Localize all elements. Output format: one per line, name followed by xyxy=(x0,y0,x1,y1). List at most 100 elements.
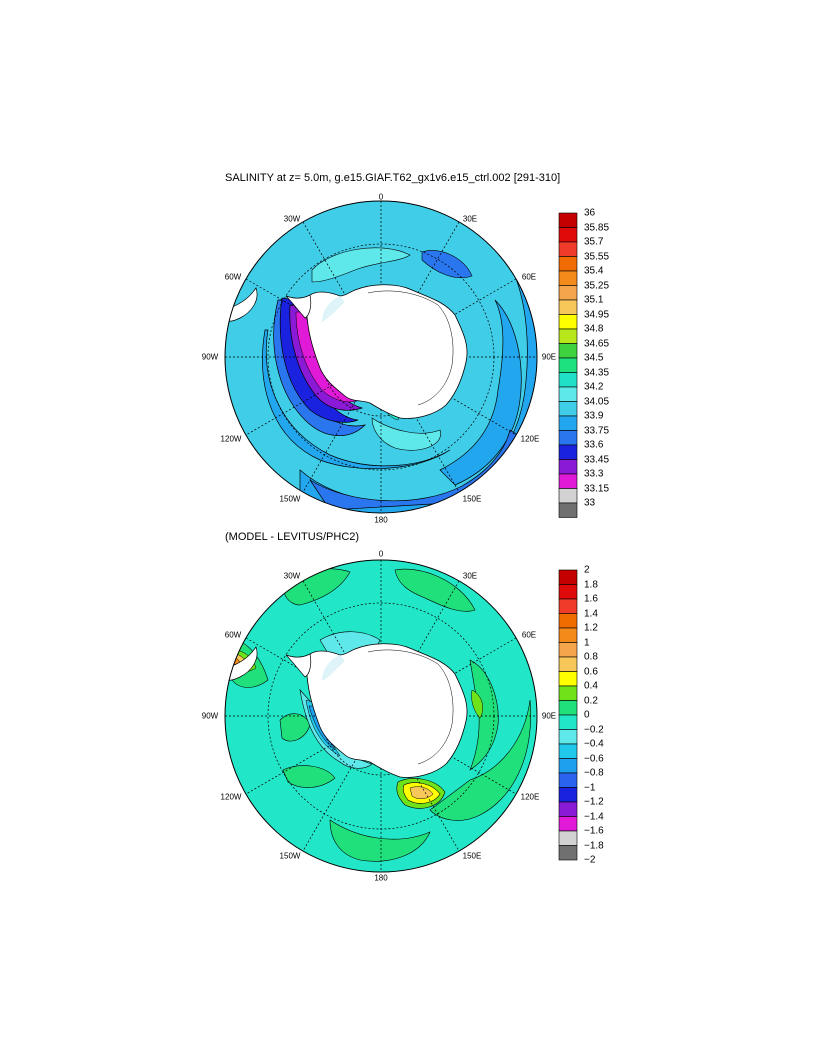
difference-colorbar-box-5 xyxy=(558,642,578,658)
salinity-colorbar-box-1 xyxy=(558,227,578,243)
salinity-lon-label-150w: 150W xyxy=(279,494,301,504)
salinity-colorbar-box-14 xyxy=(558,415,578,431)
salinity-lon-label-0: 0 xyxy=(378,192,384,202)
difference-lon-label-90e: 90E xyxy=(541,711,557,721)
salinity-colorbar-label-18: 33.3 xyxy=(584,468,604,480)
salinity-ice-shelf xyxy=(322,296,345,322)
difference-colorbar-label-3: 1.4 xyxy=(584,608,598,619)
difference-interior-coast xyxy=(367,649,454,765)
salinity-colorbar-label-4: 35.4 xyxy=(584,265,604,277)
difference-colorbar-label-7: 0.6 xyxy=(584,666,598,677)
difference-colorbar-box-4 xyxy=(558,627,578,643)
salinity-colorbar-box-17 xyxy=(558,459,578,475)
difference-lon-label-30w: 30W xyxy=(283,571,301,581)
salinity-lon-label-90e: 90E xyxy=(541,352,557,362)
salinity-colorbar-label-19: 33.15 xyxy=(584,483,610,494)
salinity-colorbar-label-15: 33.75 xyxy=(584,425,610,436)
difference-colorbar-label-16: −1.2 xyxy=(584,796,604,808)
difference-colorbar-box-9 xyxy=(558,700,578,716)
difference-colorbar-box-17 xyxy=(558,816,578,832)
salinity-colorbar-label-13: 34.05 xyxy=(584,396,610,407)
salinity-colorbar-label-7: 34.95 xyxy=(584,309,610,320)
salinity-colorbar-label-8: 34.8 xyxy=(584,323,604,335)
difference-band-0-2-south xyxy=(329,819,431,862)
difference-lon-label-150w: 150W xyxy=(279,851,301,861)
difference-map xyxy=(225,560,537,872)
difference-lon-label-60e: 60E xyxy=(521,630,537,640)
salinity-title: SALINITY at z= 5.0m, g.e15.GIAF.T62_gx1v… xyxy=(225,172,561,184)
difference-colorbar-label-2: 1.6 xyxy=(584,593,598,605)
difference-colorbar-label-1: 1.8 xyxy=(584,579,598,590)
salinity-map xyxy=(225,201,537,513)
salinity-band-33-9-east xyxy=(439,299,522,486)
difference-colorbar-label-14: −0.8 xyxy=(584,767,604,779)
salinity-colorbar-box-2 xyxy=(558,241,578,257)
salinity-lon-label-120w: 120W xyxy=(220,434,242,444)
salinity-colorbar-label-2: 35.7 xyxy=(584,236,604,248)
salinity-lon-label-180: 180 xyxy=(374,515,388,525)
difference-colorbar-box-1 xyxy=(558,584,578,600)
difference-colorbar-box-13 xyxy=(558,758,578,774)
salinity-colorbar-label-5: 35.25 xyxy=(584,280,610,291)
salinity-colorbar-label-14: 33.9 xyxy=(584,410,604,422)
salinity-lon-label-90w: 90W xyxy=(201,352,219,362)
salinity-antarctic-peninsula xyxy=(285,294,312,319)
difference-colorbar xyxy=(558,569,578,861)
difference-colorbar-label-13: −0.6 xyxy=(584,753,604,764)
salinity-map-border xyxy=(224,200,538,514)
salinity-lon-label-60e: 60E xyxy=(521,272,537,282)
salinity-colorbar-label-16: 33.6 xyxy=(584,439,604,451)
difference-lon-label-90w: 90W xyxy=(201,711,219,721)
salinity-lon-label-150e: 150E xyxy=(462,494,482,504)
difference-lon-label-150e: 150E xyxy=(462,851,482,861)
difference-colorbar-label-12: −0.4 xyxy=(584,738,604,750)
difference-colorbar-box-0 xyxy=(558,569,578,585)
difference-colorbar-label-11: −0.2 xyxy=(584,724,604,735)
salinity-colorbar-label-11: 34.35 xyxy=(584,367,610,378)
salinity-colorbar-box-10 xyxy=(558,357,578,373)
difference-band-0-4-east xyxy=(471,689,483,719)
salinity-colorbar xyxy=(558,212,578,518)
difference-colorbar-box-15 xyxy=(558,787,578,803)
salinity-colorbar-box-6 xyxy=(558,299,578,315)
salinity-colorbar-box-16 xyxy=(558,444,578,460)
salinity-colorbar-box-19 xyxy=(558,488,578,504)
difference-colorbar-box-7 xyxy=(558,671,578,687)
salinity-lon-label-30e: 30E xyxy=(462,214,478,224)
difference-colorbar-box-18 xyxy=(558,830,578,846)
difference-lon-label-120e: 120E xyxy=(520,792,540,802)
difference-colorbar-label-10: 0 xyxy=(584,709,590,721)
difference-map-border xyxy=(224,559,538,873)
difference-colorbar-box-3 xyxy=(558,613,578,629)
salinity-band-33-75-east xyxy=(421,250,473,279)
difference-colorbar-box-16 xyxy=(558,801,578,817)
difference-colorbar-box-12 xyxy=(558,743,578,759)
salinity-lon-label-60w: 60W xyxy=(224,272,242,282)
difference-lon-label-180: 180 xyxy=(374,873,388,883)
difference-colorbar-label-18: −1.6 xyxy=(584,825,604,837)
salinity-colorbar-label-1: 35.85 xyxy=(584,222,610,233)
salinity-colorbar-box-15 xyxy=(558,430,578,446)
difference-lon-label-0: 0 xyxy=(378,549,384,559)
difference-colorbar-box-14 xyxy=(558,772,578,788)
salinity-colorbar-box-20 xyxy=(558,502,578,518)
salinity-colorbar-label-20: 33 xyxy=(584,497,596,509)
salinity-colorbar-label-3: 35.55 xyxy=(584,251,610,262)
salinity-colorbar-label-10: 34.5 xyxy=(584,352,604,364)
difference-band-0-2-southeast xyxy=(429,699,531,821)
salinity-band-34-2-ross xyxy=(371,417,441,451)
difference-colorbar-label-9: 0.2 xyxy=(584,695,598,706)
salinity-colorbar-label-17: 33.45 xyxy=(584,454,610,465)
difference-colorbar-box-6 xyxy=(558,656,578,672)
difference-colorbar-box-11 xyxy=(558,729,578,745)
salinity-colorbar-box-11 xyxy=(558,372,578,388)
difference-colorbar-box-2 xyxy=(558,598,578,614)
salinity-band-34-2-weddell xyxy=(311,247,411,283)
difference-colorbar-label-5: 1 xyxy=(584,637,590,648)
salinity-colorbar-box-18 xyxy=(558,473,578,489)
difference-colorbar-label-4: 1.2 xyxy=(584,622,598,634)
difference-colorbar-box-10 xyxy=(558,714,578,730)
difference-colorbar-label-17: −1.4 xyxy=(584,811,604,822)
difference-colorbar-label-6: 0.8 xyxy=(584,651,598,663)
difference-colorbar-label-8: 0.4 xyxy=(584,680,598,692)
